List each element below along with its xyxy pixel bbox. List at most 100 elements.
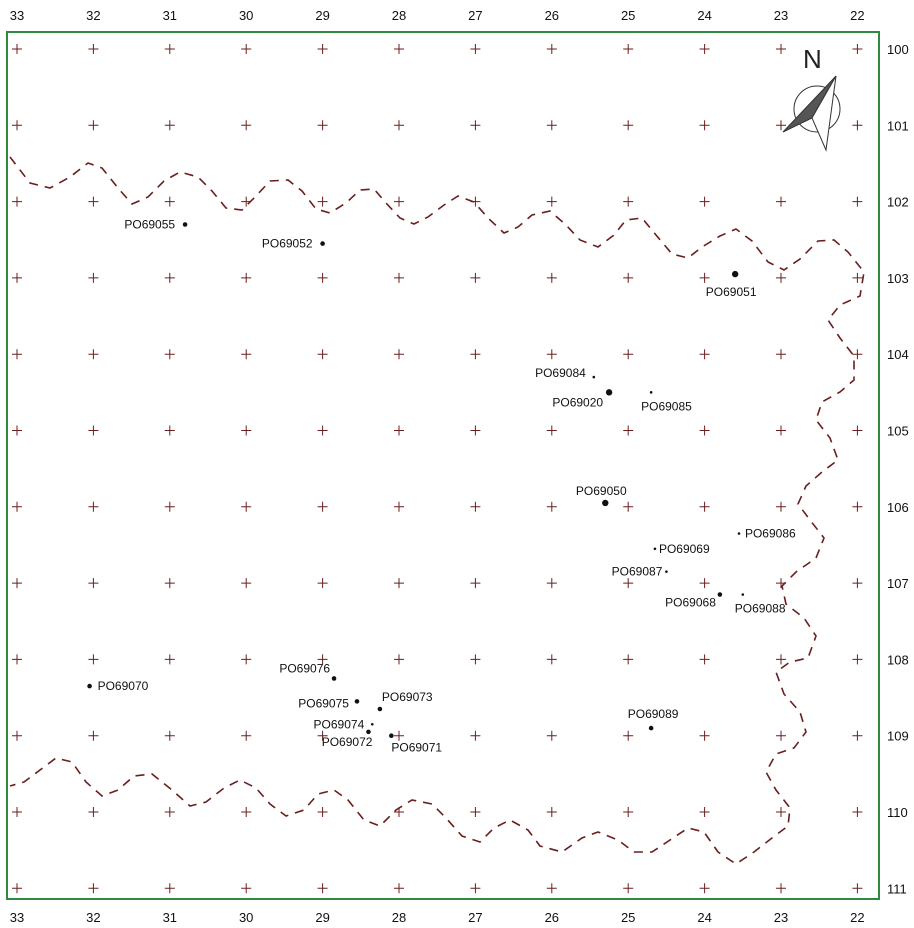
x-tick-top: 31	[163, 8, 177, 23]
grid-cross	[241, 44, 252, 54]
x-tick-top: 22	[850, 8, 864, 23]
point-marker[interactable]	[389, 733, 394, 738]
point-marker[interactable]	[649, 391, 653, 394]
find-point[interactable]: PO69076	[279, 661, 337, 681]
find-point[interactable]: PO69089	[628, 707, 679, 731]
point-label: PO69052	[262, 237, 313, 251]
point-label: PO69087	[612, 565, 663, 579]
grid-cross	[852, 272, 863, 283]
find-point[interactable]: PO69020	[552, 389, 613, 409]
grid-cross	[470, 120, 481, 131]
grid-cross	[470, 425, 481, 436]
point-marker[interactable]	[648, 725, 654, 731]
point-marker[interactable]	[741, 593, 745, 596]
point-marker[interactable]	[320, 241, 325, 246]
find-point[interactable]: PO69069	[653, 542, 710, 556]
point-marker[interactable]	[366, 729, 371, 735]
north-arrow-icon: N	[782, 44, 841, 152]
grid-cross	[241, 425, 252, 436]
x-tick-top: 28	[392, 8, 406, 23]
find-point[interactable]: PO69084	[535, 366, 596, 380]
find-point[interactable]: PO69052	[262, 237, 325, 251]
find-point[interactable]: PO69070	[87, 679, 149, 693]
find-point[interactable]: PO69071	[389, 733, 442, 755]
grid-cross	[317, 196, 328, 207]
grid-cross	[546, 730, 557, 741]
grid-cross	[12, 349, 22, 360]
grid-cross	[317, 654, 328, 665]
point-marker[interactable]	[717, 592, 723, 597]
grid-cross	[394, 44, 404, 54]
grid-cross	[470, 730, 481, 741]
point-label: PO69074	[314, 717, 365, 731]
grid-cross	[317, 501, 328, 512]
grid-cross	[470, 578, 481, 589]
x-tick-top: 32	[86, 8, 100, 23]
grid-cross	[623, 730, 634, 741]
grid-cross	[546, 501, 557, 512]
grid-cross	[394, 501, 404, 512]
grid-cross	[12, 501, 22, 512]
find-point[interactable]: PO69086	[737, 527, 796, 541]
point-marker[interactable]	[592, 375, 596, 379]
grid-cross	[88, 807, 99, 817]
find-point[interactable]: PO69051	[706, 270, 757, 299]
point-label: PO69068	[665, 596, 716, 610]
grid-cross	[776, 349, 786, 360]
x-tick-top: 23	[774, 8, 788, 23]
grid-cross	[546, 272, 557, 283]
find-point[interactable]: PO69072	[322, 729, 373, 749]
x-tick-bottom: 30	[239, 910, 253, 925]
grid-cross	[699, 425, 710, 436]
x-tick-bottom: 22	[850, 910, 864, 925]
grid-cross	[852, 349, 863, 360]
point-marker[interactable]	[87, 683, 92, 689]
find-point[interactable]: PO69050	[576, 484, 627, 507]
x-tick-bottom: 23	[774, 910, 788, 925]
point-label: PO69071	[391, 741, 442, 755]
find-point[interactable]: PO69087	[612, 565, 668, 579]
site-boundary	[9, 156, 865, 865]
grid-cross	[852, 196, 863, 207]
point-marker[interactable]	[731, 270, 739, 278]
find-point[interactable]: PO69088	[735, 593, 786, 616]
grid-cross	[12, 272, 22, 283]
y-tick: 101	[887, 118, 909, 133]
x-tick-bottom: 29	[315, 910, 329, 925]
grid-cross	[164, 501, 175, 512]
find-point[interactable]: PO69055	[124, 217, 188, 231]
grid-cross	[164, 349, 175, 360]
find-point[interactable]: PO69074	[314, 717, 374, 731]
grid-cross	[776, 730, 786, 741]
grid-cross	[241, 807, 252, 817]
find-point[interactable]: PO69068	[665, 592, 723, 610]
point-marker[interactable]	[602, 499, 609, 507]
point-marker[interactable]	[182, 222, 188, 227]
grid-cross	[164, 730, 175, 741]
find-point[interactable]: PO69073	[377, 690, 433, 712]
point-label: PO69084	[535, 366, 586, 380]
grid-cross	[88, 501, 99, 512]
point-marker[interactable]	[665, 570, 668, 573]
grid-cross	[241, 349, 252, 360]
point-marker[interactable]	[370, 722, 374, 726]
grid-cross	[317, 120, 328, 131]
point-marker[interactable]	[354, 699, 360, 704]
grid-cross	[88, 44, 99, 54]
point-marker[interactable]	[653, 547, 657, 551]
point-marker[interactable]	[377, 706, 383, 712]
grid-cross	[699, 578, 710, 589]
point-marker[interactable]	[605, 389, 613, 396]
x-tick-bottom: 27	[468, 910, 482, 925]
grid-cross	[317, 730, 328, 741]
find-point[interactable]: PO69075	[298, 696, 360, 710]
grid-cross	[623, 120, 634, 131]
point-marker[interactable]	[737, 532, 741, 535]
grid-cross	[164, 272, 175, 283]
grid-cross	[394, 349, 404, 360]
y-tick: 106	[887, 500, 909, 515]
grid-cross	[852, 578, 863, 589]
grid-cross	[776, 120, 786, 131]
find-point[interactable]: PO69085	[641, 391, 692, 413]
point-marker[interactable]	[331, 676, 337, 681]
